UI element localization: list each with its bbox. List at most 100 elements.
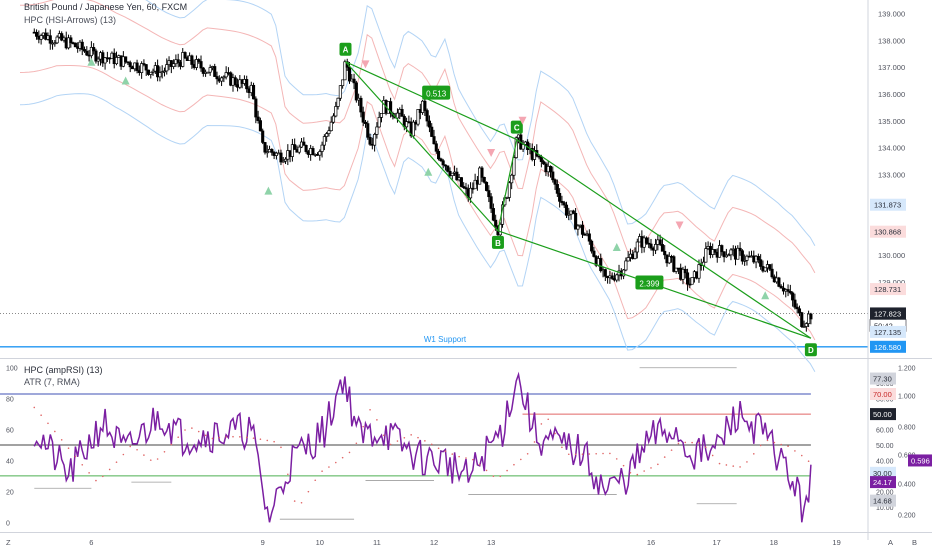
atr-dot [341, 456, 344, 459]
candle-body [135, 62, 139, 71]
candle-body [480, 167, 484, 178]
candle-body [48, 35, 52, 44]
candle-body [158, 72, 162, 78]
atr-dot [382, 434, 385, 437]
atr-dot [437, 447, 440, 450]
candle-body [427, 120, 431, 128]
atr-dot [807, 460, 810, 463]
atr-dot [444, 450, 447, 452]
atr-dot [328, 466, 330, 468]
atr-dot [794, 450, 796, 452]
atr-dot [705, 446, 707, 448]
candle-body [624, 260, 628, 271]
candle-body [462, 186, 466, 189]
time-tick-label: 10 [316, 538, 324, 547]
atr-dot [143, 454, 145, 456]
candle-body [354, 82, 358, 101]
atr-dot [663, 456, 666, 458]
atr-dot [465, 457, 467, 459]
candle-body [208, 67, 212, 73]
atr-dot [424, 440, 426, 442]
ratio-bd-badge [635, 275, 664, 290]
candle-body [704, 248, 708, 263]
candle-body [494, 219, 498, 227]
candle-body [94, 50, 98, 62]
candle-body [425, 110, 429, 122]
candle-body [366, 123, 370, 138]
atr-dot [156, 458, 159, 460]
support-label: W1 Support [424, 335, 467, 344]
pattern-point-d: D [808, 346, 814, 355]
candle-body [770, 268, 774, 278]
candle-body [190, 55, 194, 65]
candle-body [469, 187, 473, 199]
atr-dot [177, 436, 179, 439]
candle-body [574, 212, 578, 230]
atr-dot [636, 473, 639, 476]
candle-body [599, 258, 603, 272]
down-arrow-icon [518, 116, 527, 125]
candle-body [361, 111, 365, 123]
corner-label: B [912, 538, 917, 547]
price-label-box [870, 225, 906, 238]
candle-body [82, 49, 87, 52]
candle-body [800, 312, 804, 327]
price-tick-label: 136.000 [878, 90, 905, 99]
pattern-point-c-badge [510, 120, 523, 134]
atr-dot [752, 453, 755, 455]
candle-body [791, 292, 795, 301]
atr-dot [245, 436, 248, 439]
price-label: 128.731 [874, 285, 901, 294]
candle-body [311, 148, 315, 156]
candle-body [85, 50, 89, 56]
atr-tick-label: 0.200 [898, 513, 916, 520]
candle-body [788, 291, 792, 294]
atr-dot [54, 430, 56, 433]
candle-body [487, 190, 491, 198]
atr-dot [533, 441, 536, 443]
candle-body [779, 286, 783, 289]
candle-body [681, 268, 685, 280]
atr-dot [526, 452, 529, 455]
up-arrow-icon [424, 167, 433, 176]
atr-dot [657, 463, 659, 466]
hsi-arrows [87, 57, 770, 300]
atr-dot [643, 470, 645, 472]
candle-body [809, 313, 813, 320]
atr-dot [472, 458, 474, 461]
atr-dot [40, 414, 42, 417]
time-tick-label: 16 [647, 538, 655, 547]
atr-dot [136, 448, 138, 451]
candle-body [263, 142, 267, 153]
atr-dot [485, 469, 488, 472]
candle-body [633, 251, 637, 260]
candle-body [564, 204, 569, 216]
candle-body [683, 268, 687, 274]
candle-body [441, 160, 445, 166]
pattern-leg-bc [497, 139, 518, 231]
rsi-tick-label-right: 10.00 [876, 505, 894, 512]
pattern-leg-cd [516, 139, 812, 339]
rsi-tick-label: 60 [6, 428, 14, 435]
candle-body [400, 109, 404, 117]
candle-body [510, 174, 514, 184]
candle-body [797, 308, 802, 313]
atr-dot [102, 475, 104, 478]
candle-body [302, 141, 306, 146]
atr-dot [629, 471, 632, 474]
candle-body [450, 172, 454, 176]
candle-body [756, 255, 760, 261]
candle-body [521, 144, 525, 150]
candle-body [256, 116, 260, 121]
atr-dot [773, 441, 776, 444]
candle-body [405, 121, 409, 128]
candle-body [194, 59, 199, 68]
atr-dot [369, 408, 371, 411]
atr-dot [677, 442, 680, 445]
candle-body [334, 106, 338, 117]
atr-dot [348, 451, 351, 454]
candle-body [626, 257, 630, 262]
candle-body [498, 223, 502, 236]
rsi-tick-label-right: 90.00 [876, 381, 894, 388]
